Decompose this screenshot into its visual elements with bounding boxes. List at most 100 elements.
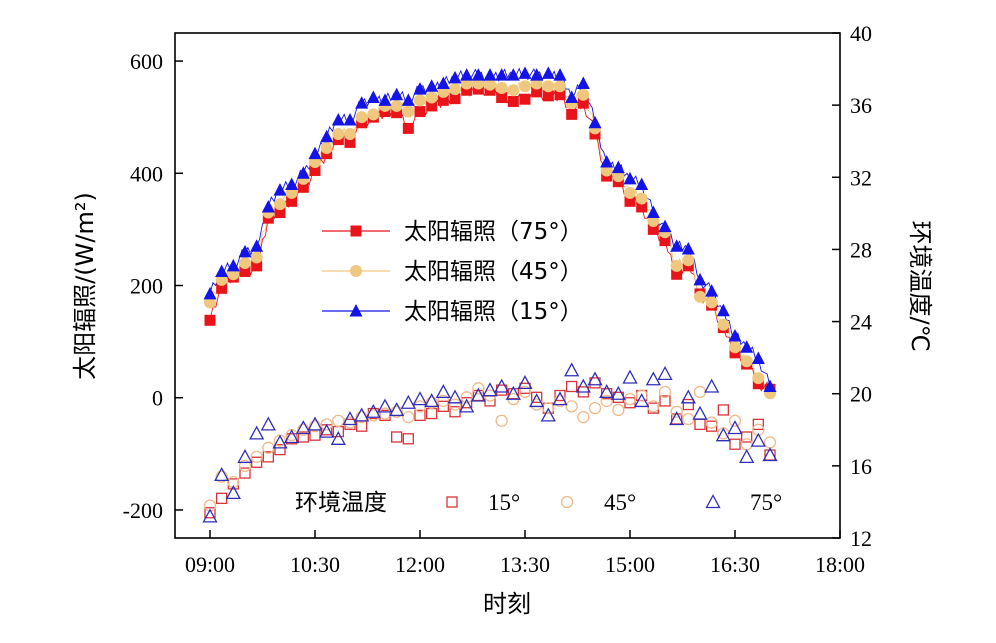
temperature-point bbox=[682, 398, 694, 411]
irradiance-point bbox=[658, 219, 672, 233]
temperature-point bbox=[577, 411, 590, 424]
irradiance-point bbox=[367, 108, 380, 121]
temperature-point bbox=[378, 407, 392, 420]
irradiance-point bbox=[495, 81, 508, 94]
y-left-tick-label: -200 bbox=[123, 498, 163, 523]
temperature-point bbox=[750, 432, 766, 447]
temperature-point bbox=[250, 450, 263, 463]
irradiance-point bbox=[390, 87, 404, 101]
temperature-point bbox=[204, 507, 216, 519]
irradiance-point bbox=[320, 142, 333, 155]
irradiance-point bbox=[670, 259, 683, 272]
temperature-point bbox=[354, 407, 370, 422]
temperature-point bbox=[717, 404, 729, 416]
irradiance-point bbox=[623, 171, 637, 185]
irradiance-point bbox=[716, 303, 730, 317]
irradiance-point bbox=[541, 66, 555, 79]
x-tick-label: 16:30 bbox=[710, 552, 760, 577]
temperature-legend-label: 15° bbox=[488, 490, 520, 515]
irradiance-point bbox=[344, 128, 356, 140]
temperature-point bbox=[542, 401, 555, 415]
irradiance-point bbox=[483, 68, 497, 81]
temperature-point bbox=[377, 398, 393, 413]
legend-marker bbox=[350, 225, 362, 237]
irradiance-point bbox=[659, 235, 671, 247]
temperature-point bbox=[202, 508, 218, 523]
irradiance-point bbox=[390, 99, 403, 112]
temperature-point bbox=[692, 405, 708, 420]
irradiance-point bbox=[274, 198, 286, 211]
temperature-point bbox=[495, 414, 508, 427]
temperature-point bbox=[225, 485, 241, 500]
temperature-point bbox=[494, 378, 510, 393]
temperature-point bbox=[588, 401, 602, 415]
irradiance-point bbox=[296, 166, 310, 179]
irradiance-point bbox=[203, 286, 217, 300]
x-tick-label: 10:30 bbox=[290, 552, 340, 577]
irradiance-point bbox=[506, 68, 520, 81]
irradiance-point bbox=[378, 93, 392, 106]
temperature-legend-title: 环境温度 bbox=[295, 490, 387, 516]
irradiance-legend: 太阳辐照（75°） 太阳辐照（45°） 太阳辐照（15°） bbox=[322, 219, 583, 325]
y-left-tick-label: 200 bbox=[130, 274, 163, 299]
temperature-point bbox=[460, 391, 473, 404]
legend-marker bbox=[350, 265, 362, 277]
temperature-point bbox=[284, 429, 300, 444]
temperature-point bbox=[552, 391, 568, 406]
y-right-axis-title: 环境温度/℃ bbox=[906, 220, 934, 351]
irradiance-point bbox=[554, 89, 566, 101]
irradiance-point bbox=[250, 251, 263, 264]
irradiance-point bbox=[239, 265, 251, 277]
temperature-point bbox=[472, 382, 485, 395]
temperature-point bbox=[645, 371, 661, 386]
temperature-point bbox=[389, 402, 405, 417]
temperature-point bbox=[600, 394, 613, 408]
irradiance-point bbox=[636, 201, 648, 213]
temperature-point bbox=[295, 420, 311, 435]
irradiance-point bbox=[343, 112, 357, 126]
temperature-point bbox=[565, 400, 578, 413]
irradiance-point bbox=[344, 136, 356, 148]
irradiance-point bbox=[507, 84, 520, 97]
irradiance-point bbox=[448, 70, 462, 84]
irradiance-point bbox=[647, 223, 659, 235]
irradiance-point bbox=[728, 329, 742, 342]
x-tick-label: 12:00 bbox=[395, 552, 445, 577]
temperature-point bbox=[706, 420, 718, 432]
irradiance-point bbox=[729, 341, 741, 354]
temperature-point bbox=[693, 385, 707, 399]
irradiance-point bbox=[216, 282, 228, 294]
irradiance-point bbox=[401, 93, 415, 106]
irradiance-point bbox=[239, 257, 251, 270]
temperature-point bbox=[680, 389, 696, 404]
temperature-point bbox=[365, 403, 381, 418]
irradiance-point bbox=[682, 254, 695, 267]
temperature-point bbox=[412, 391, 428, 406]
y-left-tick-label: 0 bbox=[152, 386, 163, 411]
temperature-point bbox=[612, 403, 625, 417]
irradiance-point bbox=[740, 355, 753, 368]
irradiance-point bbox=[414, 94, 426, 107]
irradiance-point bbox=[461, 84, 473, 96]
temperature-legend: 环境温度 15° 45° 75° bbox=[295, 490, 782, 516]
irradiance-point bbox=[309, 164, 321, 176]
irradiance-point bbox=[600, 155, 614, 168]
temperature-point bbox=[659, 395, 671, 407]
irradiance-point bbox=[635, 177, 649, 190]
irradiance-point bbox=[484, 78, 496, 91]
temperature-point bbox=[262, 451, 274, 463]
temperature-point bbox=[424, 393, 440, 408]
temperature-point bbox=[482, 382, 498, 397]
temperature-point bbox=[320, 418, 333, 431]
temperature-point bbox=[402, 411, 415, 424]
irradiance-point bbox=[426, 100, 438, 112]
y-left-axis-title: 太阳辐照/(W/m²) bbox=[71, 192, 99, 380]
temperature-point bbox=[531, 391, 543, 403]
temperature-point bbox=[705, 416, 718, 429]
temperature-point bbox=[575, 378, 591, 393]
x-tick-label: 13:30 bbox=[500, 552, 550, 577]
temperature-point bbox=[657, 366, 673, 381]
temperature-point bbox=[332, 414, 345, 427]
temperature-point bbox=[658, 385, 672, 399]
